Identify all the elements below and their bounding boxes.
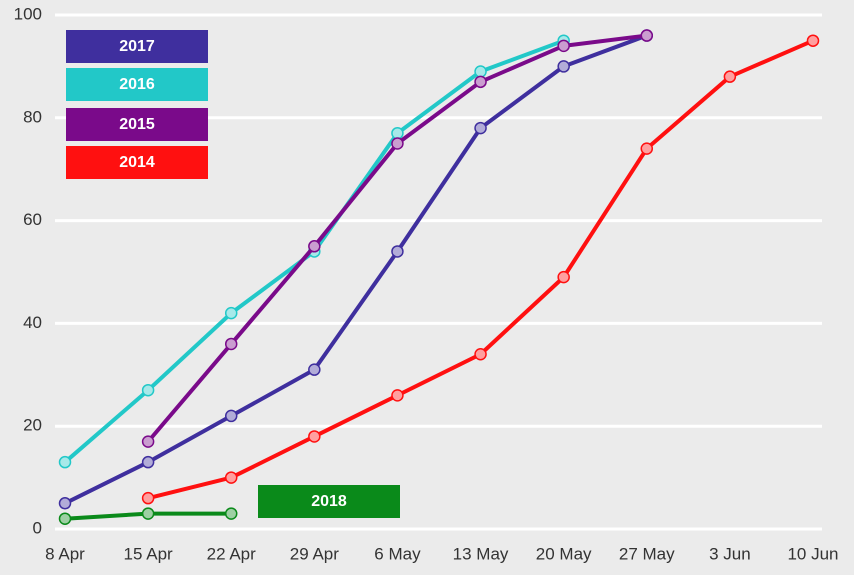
point-fill [226, 410, 237, 421]
point [308, 240, 321, 253]
point [806, 34, 820, 47]
point-fill [226, 338, 237, 349]
point-fill [558, 272, 569, 283]
legend-label: 2015 [119, 116, 155, 133]
point [308, 430, 321, 443]
series-line [147, 38, 814, 501]
series-line [64, 33, 648, 506]
x-tick-label: 22 Apr [207, 544, 256, 563]
point-fill [143, 457, 154, 468]
point-fill [475, 123, 486, 134]
point [58, 455, 72, 469]
point [141, 383, 155, 397]
point [557, 39, 570, 53]
point [141, 507, 155, 520]
legend-label: 2016 [119, 76, 155, 93]
point [224, 471, 238, 484]
x-tick-label: 15 Apr [124, 544, 173, 563]
point [224, 409, 238, 423]
x-tick-label: 29 Apr [290, 544, 339, 563]
y-tick-label: 60 [23, 210, 42, 229]
point-fill [392, 246, 403, 257]
point-fill [309, 431, 320, 442]
x-tick-label: 10 Jun [787, 544, 838, 563]
legend-swatch [66, 108, 208, 141]
series-line [146, 33, 648, 443]
point-fill [641, 30, 652, 41]
point [640, 29, 654, 42]
point-fill [392, 390, 403, 401]
point [640, 142, 654, 155]
point [474, 121, 487, 135]
point-fill [475, 76, 486, 87]
point [391, 137, 404, 150]
point-fill [475, 66, 486, 77]
point [141, 435, 155, 448]
point-fill [226, 508, 237, 519]
point-fill [143, 436, 154, 447]
point-fill [392, 128, 403, 139]
legend-label: 2014 [119, 154, 155, 171]
point-fill [309, 364, 320, 375]
point [474, 347, 487, 361]
point-fill [392, 138, 403, 149]
point [224, 507, 238, 520]
point [141, 455, 155, 469]
y-tick-label: 80 [23, 107, 42, 126]
y-tick-label: 20 [23, 416, 42, 435]
point [308, 363, 321, 376]
point [557, 270, 570, 284]
legend-swatch [66, 68, 208, 101]
point-fill [309, 241, 320, 252]
x-tick-label: 20 May [536, 544, 592, 563]
y-tick-label: 40 [23, 313, 42, 332]
point-fill [641, 143, 652, 154]
x-tick-label: 27 May [619, 544, 675, 563]
point-fill [143, 508, 154, 519]
x-tick-label: 3 Jun [709, 544, 751, 563]
point-fill [558, 61, 569, 72]
point [141, 491, 155, 505]
point [391, 389, 404, 402]
point-fill [60, 513, 70, 524]
legend-label: 2018 [311, 493, 347, 510]
x-tick-label: 8 Apr [45, 544, 85, 563]
point-fill [226, 472, 237, 483]
point-fill [226, 308, 237, 319]
point-fill [60, 457, 70, 468]
point [224, 306, 238, 320]
point-fill [724, 71, 735, 82]
point-fill [808, 35, 818, 46]
point-fill [558, 40, 569, 51]
x-tick-label: 6 May [374, 544, 421, 563]
point-fill [143, 385, 154, 396]
y-tick-label: 0 [33, 518, 42, 537]
point-fill [475, 349, 486, 360]
point-fill [60, 498, 70, 509]
legend-swatch [66, 146, 208, 179]
y-tick-label: 100 [14, 4, 42, 23]
point [557, 60, 570, 73]
point [224, 337, 238, 351]
point [58, 512, 72, 525]
legend-swatch [66, 30, 208, 63]
point [474, 75, 487, 89]
point-fill [143, 493, 154, 504]
point [723, 70, 737, 83]
point [58, 497, 72, 510]
x-tick-label: 13 May [453, 544, 509, 563]
legend-swatch [258, 485, 400, 518]
point [391, 245, 404, 258]
legend-label: 2017 [119, 38, 155, 55]
